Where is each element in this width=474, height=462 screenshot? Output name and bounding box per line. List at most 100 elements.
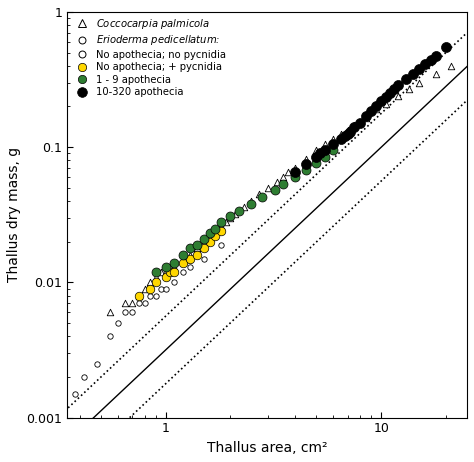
Point — [157, 285, 164, 292]
Point — [344, 130, 352, 138]
Point — [432, 70, 440, 77]
Point — [179, 259, 186, 266]
Point — [114, 319, 121, 327]
Point — [227, 214, 234, 222]
Point — [329, 140, 337, 148]
Point — [211, 225, 219, 232]
Point — [162, 263, 169, 271]
Point — [128, 309, 136, 316]
Point — [236, 207, 243, 214]
Point — [200, 238, 207, 245]
Point — [186, 255, 194, 262]
Point — [258, 193, 266, 201]
Point — [394, 92, 402, 99]
Point — [141, 285, 148, 292]
Point — [171, 279, 178, 286]
Point — [162, 285, 169, 292]
Point — [186, 263, 194, 271]
Legend: $Coccocarpia$ $palmicola$, $Erioderma$ $pedicellatum$:, No apothecia; no pycnidi: $Coccocarpia$ $palmicola$, $Erioderma$ $… — [70, 15, 228, 99]
X-axis label: Thallus area, cm²: Thallus area, cm² — [207, 441, 328, 455]
Point — [337, 130, 345, 138]
Point — [152, 292, 159, 299]
Point — [382, 100, 390, 107]
Point — [106, 333, 113, 340]
Point — [432, 53, 440, 60]
Point — [179, 268, 186, 275]
Point — [312, 153, 320, 160]
Point — [255, 190, 263, 198]
Point — [321, 153, 329, 160]
Point — [222, 218, 229, 225]
Point — [362, 112, 370, 120]
Point — [247, 197, 255, 205]
Point — [356, 120, 364, 127]
Point — [121, 309, 129, 316]
Point — [211, 232, 219, 240]
Point — [312, 159, 320, 167]
Point — [346, 128, 354, 135]
Point — [402, 75, 410, 83]
Point — [200, 255, 207, 262]
Point — [128, 300, 136, 307]
Point — [152, 268, 159, 275]
Point — [292, 164, 299, 172]
Point — [312, 146, 320, 154]
Point — [200, 235, 207, 243]
Point — [264, 184, 272, 192]
Point — [279, 181, 287, 188]
Point — [206, 230, 213, 237]
Point — [179, 251, 186, 259]
Point — [206, 232, 213, 240]
Point — [186, 251, 194, 259]
Point — [350, 122, 358, 129]
Point — [344, 126, 352, 133]
Point — [81, 373, 88, 381]
Point — [146, 292, 154, 299]
Point — [135, 300, 142, 307]
Point — [415, 79, 423, 86]
Point — [279, 173, 287, 181]
Y-axis label: Thallus dry mass, g: Thallus dry mass, g — [7, 147, 21, 282]
Point — [121, 300, 129, 307]
Point — [373, 103, 380, 110]
Point — [447, 62, 455, 69]
Point — [303, 155, 310, 163]
Point — [303, 166, 310, 174]
Point — [373, 106, 380, 113]
Point — [193, 241, 201, 249]
Point — [362, 114, 370, 122]
Point — [367, 107, 375, 115]
Point — [350, 124, 358, 131]
Point — [146, 279, 154, 286]
Point — [409, 70, 417, 77]
Point — [206, 238, 213, 245]
Point — [193, 251, 201, 259]
Point — [171, 263, 178, 271]
Point — [321, 146, 329, 154]
Point — [427, 56, 435, 64]
Point — [186, 244, 194, 252]
Point — [247, 201, 255, 208]
Point — [211, 227, 219, 235]
Point — [217, 223, 224, 230]
Point — [442, 43, 450, 51]
Point — [303, 160, 310, 168]
Point — [162, 268, 169, 275]
Point — [71, 390, 79, 397]
Point — [329, 146, 337, 154]
Point — [166, 263, 174, 271]
Point — [394, 81, 402, 88]
Point — [141, 300, 148, 307]
Point — [171, 259, 178, 266]
Point — [162, 273, 169, 280]
Point — [321, 140, 329, 148]
Point — [217, 218, 224, 225]
Point — [135, 292, 142, 299]
Point — [292, 173, 299, 181]
Point — [193, 244, 201, 252]
Point — [231, 210, 239, 218]
Point — [273, 179, 281, 186]
Point — [227, 212, 234, 219]
Point — [166, 268, 174, 275]
Point — [292, 169, 299, 176]
